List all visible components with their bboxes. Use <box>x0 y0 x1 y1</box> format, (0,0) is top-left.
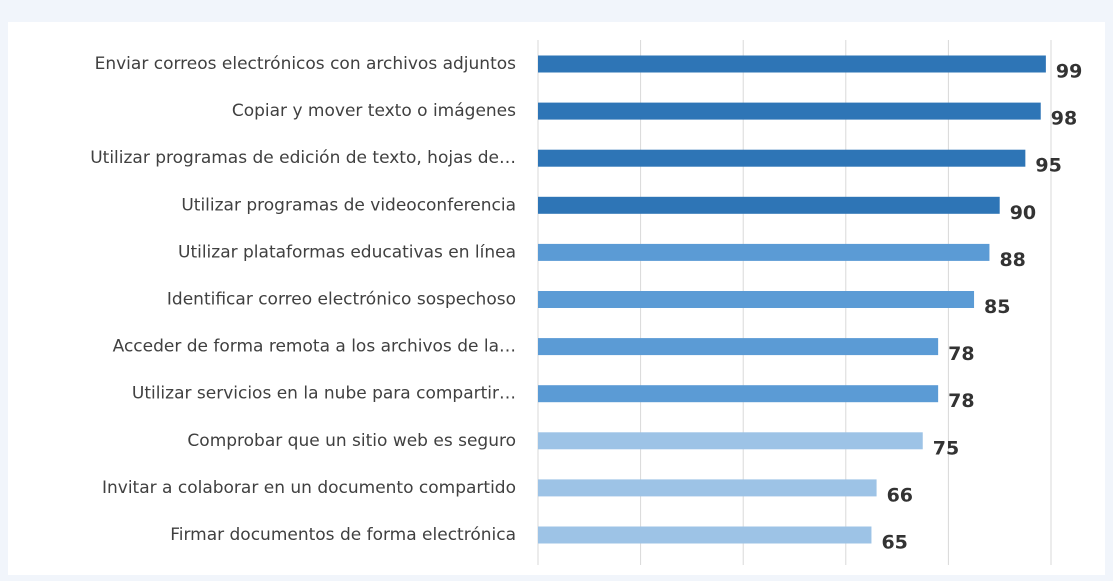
category-label: Invitar a colaborar en un documento comp… <box>102 478 516 498</box>
bar <box>538 243 990 261</box>
category-label: Acceder de forma remota a los archivos d… <box>113 337 516 357</box>
category-label: Utilizar programas de edición de texto, … <box>90 148 516 168</box>
value-label: 78 <box>948 343 974 365</box>
value-label: 99 <box>1056 61 1082 83</box>
bar <box>538 149 1026 167</box>
bar <box>538 526 872 544</box>
value-label: 85 <box>984 296 1010 318</box>
bar <box>538 291 975 308</box>
category-label: Enviar correos electrónicos con archivos… <box>95 54 517 74</box>
category-label: Comprobar que un sitio web es seguro <box>187 431 516 451</box>
value-label: 95 <box>1035 155 1061 177</box>
bar <box>538 196 1000 214</box>
category-label: Utilizar servicios en la nube para compa… <box>132 384 516 404</box>
category-label: Utilizar programas de videoconferencia <box>181 195 516 215</box>
value-label: 88 <box>999 249 1025 271</box>
value-label: 78 <box>948 390 974 412</box>
bar <box>538 102 1041 120</box>
bar <box>538 479 877 497</box>
bar <box>538 432 923 450</box>
category-label: Utilizar plataformas educativas en línea <box>178 242 516 262</box>
value-label: 75 <box>933 437 959 459</box>
bar <box>538 55 1046 73</box>
value-label: 90 <box>1010 202 1036 224</box>
category-label: Copiar y mover texto o imágenes <box>232 101 516 121</box>
bar <box>538 338 939 356</box>
category-label: Identificar correo electrónico sospechos… <box>167 290 516 310</box>
category-label: Firmar documentos de forma electrónica <box>170 525 516 545</box>
value-label: 66 <box>887 484 913 506</box>
bar <box>538 385 939 403</box>
value-label: 98 <box>1051 108 1077 130</box>
value-label: 65 <box>881 532 907 554</box>
